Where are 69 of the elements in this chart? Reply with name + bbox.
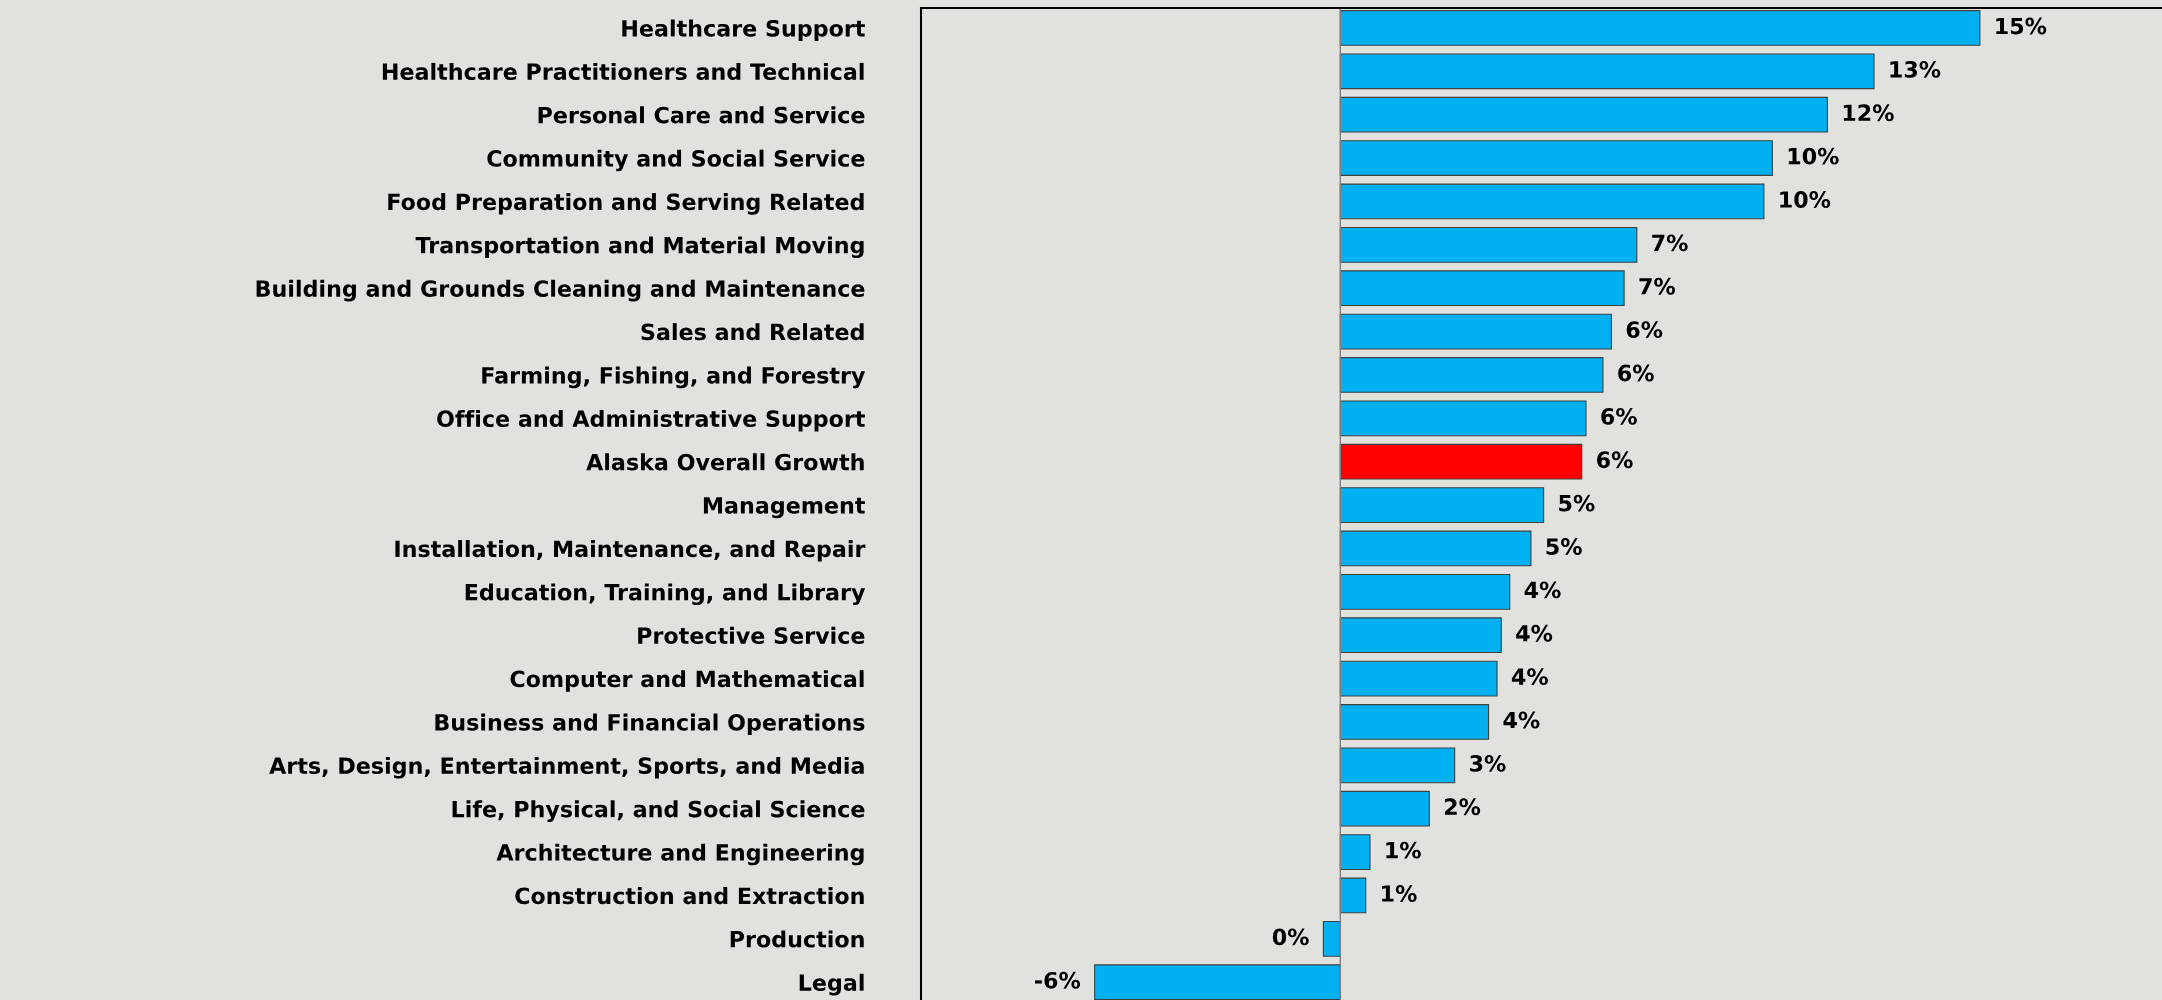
bar (1339, 400, 1587, 437)
bar (1339, 357, 1604, 393)
bar (1094, 964, 1341, 1000)
data-label: 12% (1843, 104, 1894, 122)
bar (1339, 96, 1828, 133)
y-tick-label: Production (730, 930, 864, 948)
y-tick-label: Construction and Extraction (515, 887, 864, 905)
data-label: 3% (1470, 754, 1506, 772)
y-tick-label: Education, Training, and Library (465, 583, 866, 606)
data-label: 1% (1386, 841, 1421, 859)
bar (1339, 877, 1367, 914)
data-label: 6% (1618, 364, 1654, 382)
data-label: 4% (1503, 711, 1540, 729)
data-label: 7% (1639, 277, 1676, 295)
y-tick-label: Arts, Design, Entertainment, Sports, and Media (269, 756, 864, 779)
bar (1339, 270, 1625, 307)
y-tick-label: Healthcare Practitioners and Technical (382, 62, 864, 81)
y-tick-label: Management (703, 497, 865, 519)
data-label: 6% (1626, 321, 1663, 339)
data-label: 4% (1524, 581, 1561, 599)
data-label: 6% (1601, 407, 1637, 425)
data-label: 7% (1652, 234, 1688, 252)
bar (1339, 183, 1765, 220)
y-tick-label: Alaska Overall Growth (586, 453, 864, 471)
bar (1339, 617, 1502, 654)
data-label: 13% (1890, 60, 1941, 78)
bar (1322, 920, 1341, 957)
y-tick-label: Installation, Maintenance, and Repair (395, 540, 866, 562)
bar (1339, 660, 1498, 697)
data-label: 1% (1382, 885, 1417, 902)
bar (1339, 834, 1371, 870)
y-tick-label: Community and Social Service (487, 149, 865, 172)
bar (1339, 443, 1583, 480)
y-tick-label: Farming, Fishing, and Forestry (482, 366, 866, 389)
bar (1339, 226, 1638, 263)
bar (1339, 530, 1532, 567)
data-label: 5% (1559, 494, 1595, 512)
y-tick-label: Business and Financial Operations (435, 713, 865, 736)
y-tick-label: Food Preparation and Serving Related (388, 193, 864, 215)
data-label: 15% (1996, 17, 2047, 35)
bar (1339, 487, 1545, 523)
y-tick-label: Architecture and Engineering (496, 843, 864, 866)
data-label: 0% (1272, 928, 1309, 946)
bar (1339, 573, 1511, 610)
bar (1339, 140, 1773, 176)
y-tick-label: Protective Service (638, 626, 865, 644)
bar (1339, 53, 1875, 90)
y-tick-label: Life, Physical, and Social Science (452, 800, 865, 822)
data-label: 2% (1444, 798, 1481, 816)
bar (1339, 10, 1981, 46)
y-tick-label: Building and Grounds Cleaning and Maintenance (256, 279, 865, 302)
data-label: 6% (1597, 451, 1633, 469)
data-label: 5% (1546, 538, 1582, 555)
data-label: 10% (1780, 191, 1831, 208)
bar (1339, 704, 1490, 740)
y-tick-label: Sales and Related (641, 323, 864, 341)
y-tick-label: Personal Care and Service (538, 106, 865, 124)
data-label: 4% (1511, 668, 1548, 686)
data-label: 10% (1788, 147, 1839, 165)
y-tick-label: Legal (799, 973, 864, 996)
data-label: 4% (1516, 624, 1553, 642)
bar (1339, 313, 1612, 350)
y-tick-label: Office and Administrative Support (437, 409, 865, 432)
y-tick-label: Healthcare Support (622, 19, 865, 42)
y-tick-label: Computer and Mathematical (510, 670, 864, 692)
bar (1339, 747, 1456, 784)
data-label: -6% (1035, 971, 1081, 989)
y-tick-label: Transportation and Material Moving (415, 236, 864, 259)
bar (1339, 790, 1430, 827)
